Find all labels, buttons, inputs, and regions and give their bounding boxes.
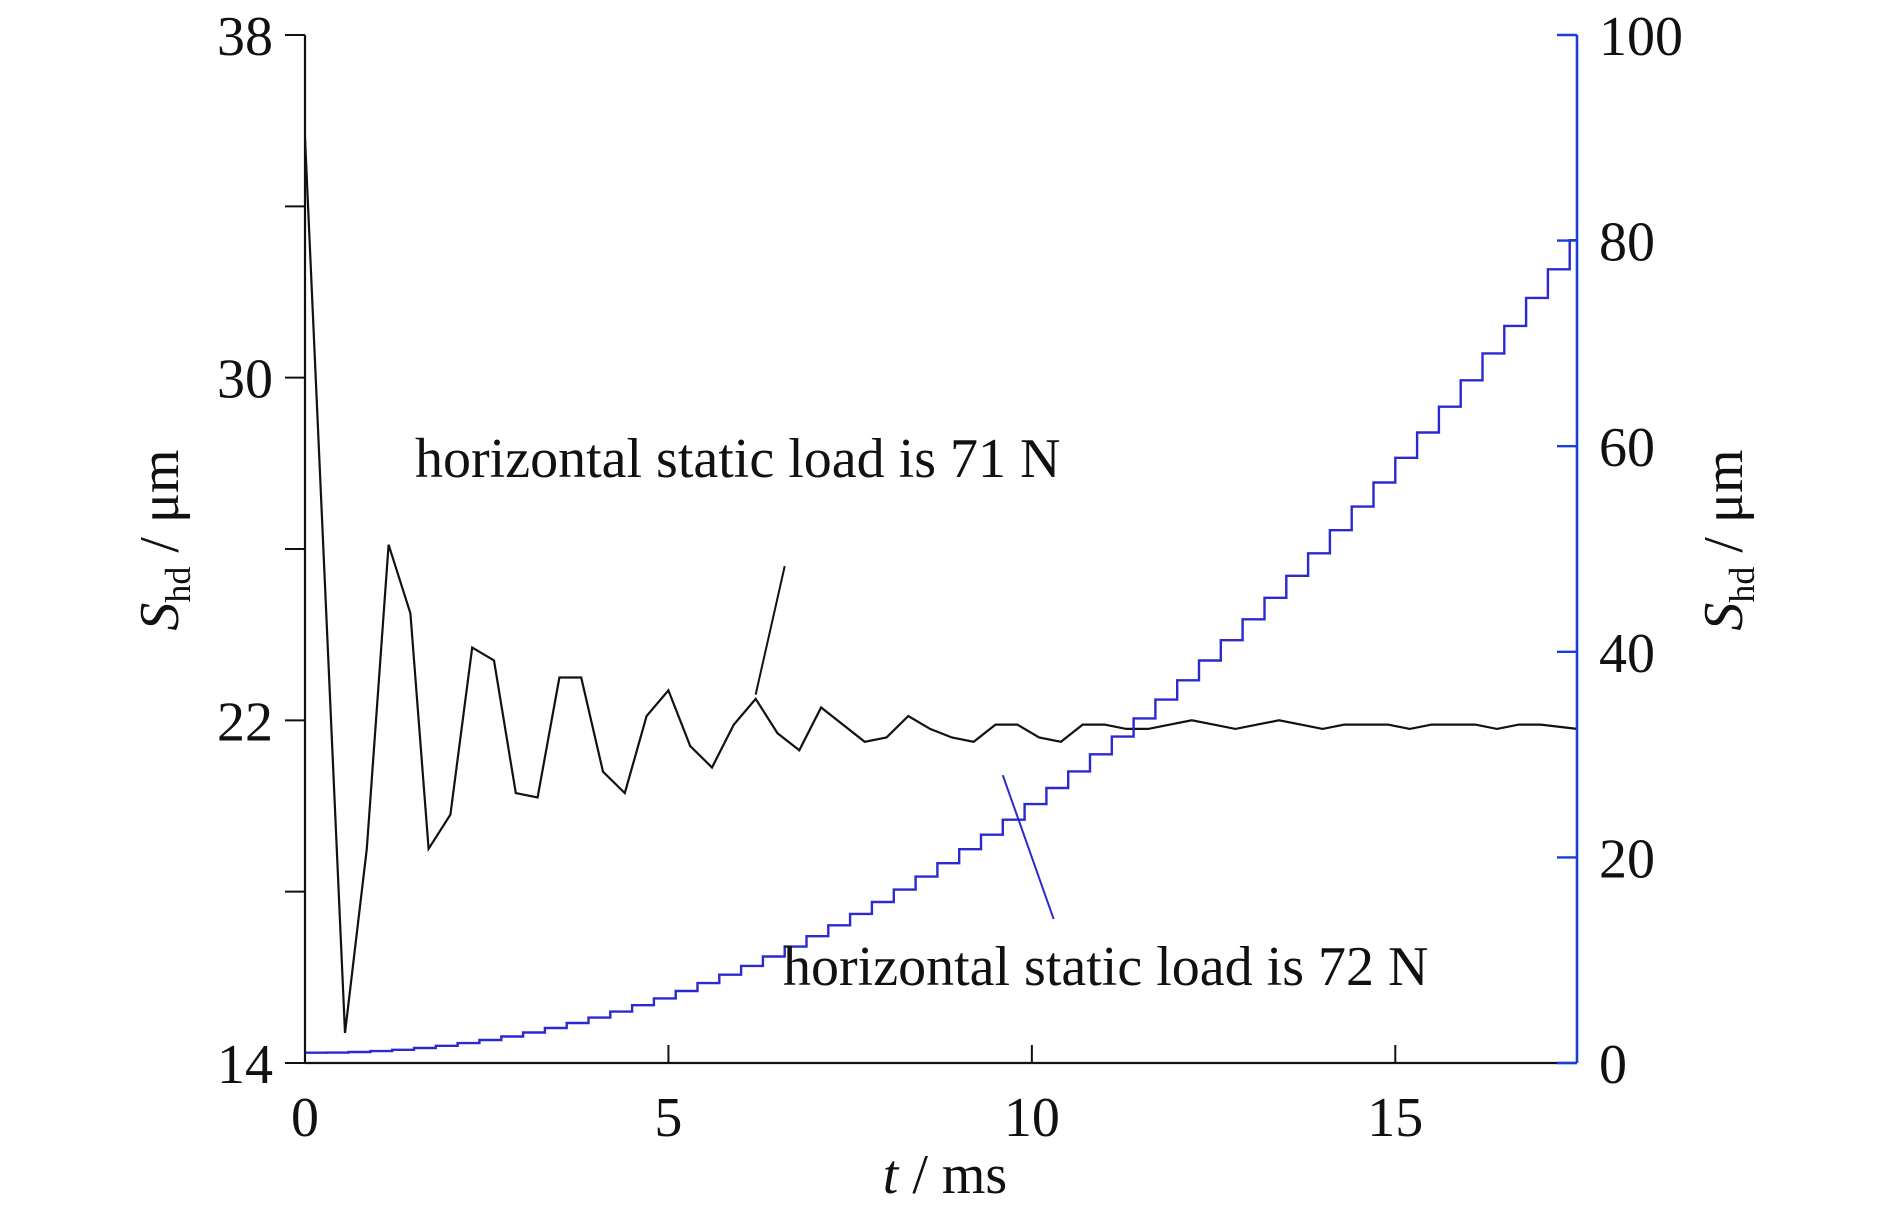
y-right-axis-title-unit: / μm <box>1693 449 1755 566</box>
y-right-tick-label-4: 80 <box>1599 212 1655 274</box>
x-axis-title-unit: / ms <box>898 1144 1007 1205</box>
y-left-tick-label-2: 22 <box>217 691 273 753</box>
y-left-axis-title-subscript: hd <box>158 567 198 603</box>
y-right-axis-title-variable: S <box>1693 603 1755 631</box>
y-left-axis-title-variable: S <box>129 603 191 631</box>
y-left-tick-label-6: 38 <box>217 6 273 68</box>
axes-layer: 0 5 10 15 14 22 30 38 0 20 40 60 80 100 <box>217 6 1683 1149</box>
annotations-layer: horizontal static load is 71 N horizontal… <box>415 428 1428 998</box>
y-left-tick-label-4: 30 <box>217 349 273 411</box>
series-line-2 <box>305 238 1577 1054</box>
y-right-tick-label-3: 60 <box>1599 417 1655 479</box>
y-left-axis-title: Shd / μm <box>129 449 198 630</box>
y-left-tick-label-0: 14 <box>217 1034 273 1096</box>
annotation-leader-2 <box>1001 774 1055 920</box>
series-line-1 <box>303 137 1578 1034</box>
y-right-tick-label-0: 0 <box>1599 1034 1627 1096</box>
y-right-tick-label-5: 100 <box>1599 6 1683 68</box>
x-tick-label-1: 5 <box>654 1087 682 1149</box>
annotation-leader-1 <box>754 565 786 695</box>
x-tick-label-3: 15 <box>1367 1087 1423 1149</box>
y-left-axis-title-unit: / μm <box>129 449 191 566</box>
x-tick-label-0: 0 <box>291 1087 319 1149</box>
y-right-tick-label-1: 20 <box>1599 828 1655 890</box>
x-axis-title: t / ms <box>883 1144 1007 1205</box>
y-right-axis-title-subscript: hd <box>1722 567 1762 603</box>
x-tick-label-2: 10 <box>1004 1087 1060 1149</box>
x-axis-title-variable: t <box>883 1144 900 1205</box>
annotation-text-2: horizontal static load is 72 N <box>783 936 1428 998</box>
series-layer <box>303 137 1578 1054</box>
y-right-tick-label-2: 40 <box>1599 623 1655 685</box>
annotation-text-1: horizontal static load is 71 N <box>415 428 1060 490</box>
y-right-axis-title: Shd / μm <box>1693 449 1762 630</box>
